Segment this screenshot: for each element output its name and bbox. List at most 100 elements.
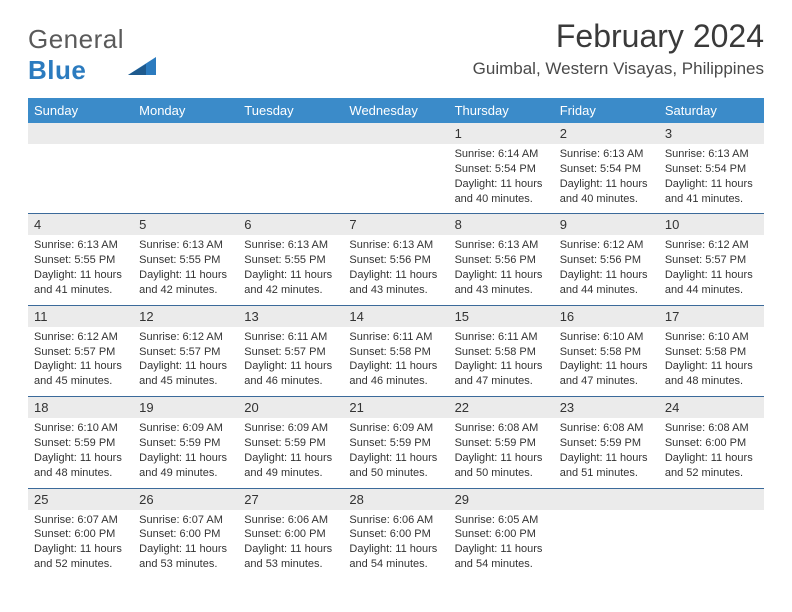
sunrise-text: Sunrise: 6:12 AM — [34, 330, 127, 345]
sunrise-text: Sunrise: 6:10 AM — [560, 330, 653, 345]
day-info — [659, 510, 764, 560]
daylight-text-2: and 49 minutes. — [139, 466, 232, 481]
daylight-text-1: Daylight: 11 hours — [349, 359, 442, 374]
day-number-bar: 12 — [133, 306, 238, 327]
day-number-bar: 21 — [343, 397, 448, 418]
day-info: Sunrise: 6:07 AMSunset: 6:00 PMDaylight:… — [133, 510, 238, 579]
sunset-text: Sunset: 6:00 PM — [244, 527, 337, 542]
day-cell — [659, 488, 764, 579]
sunrise-text: Sunrise: 6:14 AM — [455, 147, 548, 162]
day-cell: 24Sunrise: 6:08 AMSunset: 6:00 PMDayligh… — [659, 397, 764, 488]
day-number-bar: 22 — [449, 397, 554, 418]
day-number-bar: 29 — [449, 489, 554, 510]
daylight-text-1: Daylight: 11 hours — [34, 359, 127, 374]
week-row: 4Sunrise: 6:13 AMSunset: 5:55 PMDaylight… — [28, 214, 764, 305]
sunset-text: Sunset: 6:00 PM — [139, 527, 232, 542]
day-cell: 29Sunrise: 6:05 AMSunset: 6:00 PMDayligh… — [449, 488, 554, 579]
daylight-text-1: Daylight: 11 hours — [455, 451, 548, 466]
day-cell: 11Sunrise: 6:12 AMSunset: 5:57 PMDayligh… — [28, 305, 133, 396]
day-cell — [238, 123, 343, 214]
day-info — [238, 144, 343, 194]
day-cell: 21 Sunrise: 6:09 AMSunset: 5:59 PMDayligh… — [343, 397, 448, 488]
week-row: 11Sunrise: 6:12 AMSunset: 5:57 PMDayligh… — [28, 305, 764, 396]
daylight-text-2: and 53 minutes. — [139, 557, 232, 572]
daylight-text-2: and 48 minutes. — [665, 374, 758, 389]
daylight-text-2: and 43 minutes. — [455, 283, 548, 298]
sunset-text: Sunset: 5:55 PM — [139, 253, 232, 268]
day-cell: 25Sunrise: 6:07 AMSunset: 6:00 PMDayligh… — [28, 488, 133, 579]
daylight-text-2: and 41 minutes. — [665, 192, 758, 207]
daylight-text-1: Daylight: 11 hours — [244, 451, 337, 466]
daylight-text-2: and 40 minutes. — [455, 192, 548, 207]
daylight-text-2: and 44 minutes. — [560, 283, 653, 298]
day-header-friday: Friday — [554, 98, 659, 123]
daylight-text-1: Daylight: 11 hours — [349, 451, 442, 466]
day-cell: 7Sunrise: 6:13 AMSunset: 5:56 PMDaylight… — [343, 214, 448, 305]
sunrise-text: Sunrise: 6:06 AM — [244, 513, 337, 528]
sunset-text: Sunset: 5:58 PM — [560, 345, 653, 360]
sunset-text: Sunset: 5:58 PM — [349, 345, 442, 360]
day-header-row: Sunday Monday Tuesday Wednesday Thursday… — [28, 98, 764, 123]
daylight-text-2: and 47 minutes. — [455, 374, 548, 389]
day-number-bar: 11 — [28, 306, 133, 327]
day-info: Sunrise: 6:06 AMSunset: 6:00 PMDaylight:… — [238, 510, 343, 579]
day-cell: 1Sunrise: 6:14 AMSunset: 5:54 PMDaylight… — [449, 123, 554, 214]
sunrise-text: Sunrise: 6:13 AM — [665, 147, 758, 162]
day-info: Sunrise: 6:06 AMSunset: 6:00 PMDaylight:… — [343, 510, 448, 579]
sunrise-text: Sunrise: 6:13 AM — [244, 238, 337, 253]
sunset-text: Sunset: 5:55 PM — [34, 253, 127, 268]
daylight-text-2: and 42 minutes. — [244, 283, 337, 298]
logo-word-general: General — [28, 24, 124, 54]
day-cell: 28Sunrise: 6:06 AMSunset: 6:00 PMDayligh… — [343, 488, 448, 579]
day-info: Sunrise: 6:08 AMSunset: 5:59 PMDaylight:… — [449, 418, 554, 487]
day-number-bar: 4 — [28, 214, 133, 235]
sunrise-text: Sunrise: 6:10 AM — [34, 421, 127, 436]
day-number-bar: 13 — [238, 306, 343, 327]
day-info: Sunrise: 6:10 AMSunset: 5:59 PMDaylight:… — [28, 418, 133, 487]
sunset-text: Sunset: 6:00 PM — [455, 527, 548, 542]
sunset-text: Sunset: 5:54 PM — [560, 162, 653, 177]
logo-triangle-icon — [128, 57, 156, 80]
day-info: Sunrise: 6:13 AMSunset: 5:54 PMDaylight:… — [554, 144, 659, 213]
day-cell: 5Sunrise: 6:13 AMSunset: 5:55 PMDaylight… — [133, 214, 238, 305]
day-cell: 19Sunrise: 6:09 AMSunset: 5:59 PMDayligh… — [133, 397, 238, 488]
day-number-bar: 17 — [659, 306, 764, 327]
day-info: Sunrise: 6:08 AMSunset: 6:00 PMDaylight:… — [659, 418, 764, 487]
day-number-bar: 9 — [554, 214, 659, 235]
day-info: Sunrise: 6:07 AMSunset: 6:00 PMDaylight:… — [28, 510, 133, 579]
daylight-text-1: Daylight: 11 hours — [244, 268, 337, 283]
day-number-bar: 10 — [659, 214, 764, 235]
day-info: Sunrise: 6:13 AMSunset: 5:55 PMDaylight:… — [238, 235, 343, 304]
day-cell: 14Sunrise: 6:11 AMSunset: 5:58 PMDayligh… — [343, 305, 448, 396]
page-header: General Blue February 2024 Guimbal, West… — [28, 18, 764, 86]
sunset-text: Sunset: 5:54 PM — [455, 162, 548, 177]
sunset-text: Sunset: 6:00 PM — [34, 527, 127, 542]
daylight-text-1: Daylight: 11 hours — [349, 542, 442, 557]
sunset-text: Sunset: 5:59 PM — [244, 436, 337, 451]
day-cell: 6Sunrise: 6:13 AMSunset: 5:55 PMDaylight… — [238, 214, 343, 305]
daylight-text-1: Daylight: 11 hours — [665, 268, 758, 283]
sunset-text: Sunset: 5:59 PM — [349, 436, 442, 451]
day-info: Sunrise: 6:11 AMSunset: 5:57 PMDaylight:… — [238, 327, 343, 396]
daylight-text-1: Daylight: 11 hours — [665, 359, 758, 374]
sunset-text: Sunset: 5:54 PM — [665, 162, 758, 177]
sunrise-text: Sunrise: 6:12 AM — [665, 238, 758, 253]
sunset-text: Sunset: 5:55 PM — [244, 253, 337, 268]
daylight-text-1: Daylight: 11 hours — [244, 542, 337, 557]
day-info: Sunrise: 6:09 AMSunset: 5:59 PMDaylight:… — [133, 418, 238, 487]
day-cell: 26Sunrise: 6:07 AMSunset: 6:00 PMDayligh… — [133, 488, 238, 579]
sunrise-text: Sunrise: 6:09 AM — [349, 421, 442, 436]
daylight-text-2: and 53 minutes. — [244, 557, 337, 572]
sunset-text: Sunset: 5:58 PM — [665, 345, 758, 360]
day-number-bar: 23 — [554, 397, 659, 418]
sunset-text: Sunset: 5:56 PM — [349, 253, 442, 268]
daylight-text-1: Daylight: 11 hours — [34, 542, 127, 557]
sunset-text: Sunset: 5:59 PM — [34, 436, 127, 451]
daylight-text-2: and 54 minutes. — [455, 557, 548, 572]
sunset-text: Sunset: 6:00 PM — [349, 527, 442, 542]
day-cell: 4Sunrise: 6:13 AMSunset: 5:55 PMDaylight… — [28, 214, 133, 305]
day-cell — [28, 123, 133, 214]
sunrise-text: Sunrise: 6:12 AM — [139, 330, 232, 345]
daylight-text-1: Daylight: 11 hours — [560, 177, 653, 192]
daylight-text-2: and 52 minutes. — [34, 557, 127, 572]
